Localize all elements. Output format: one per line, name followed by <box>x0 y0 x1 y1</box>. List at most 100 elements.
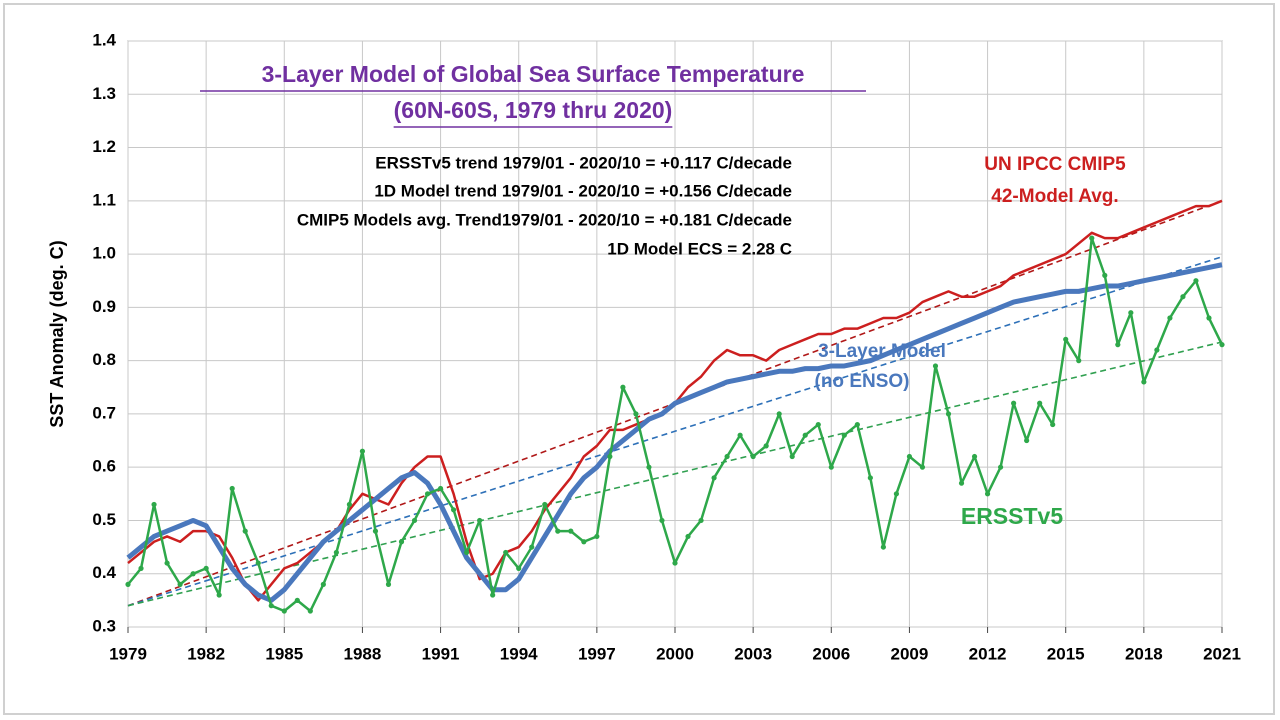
point-marker <box>229 485 235 492</box>
point-marker <box>607 453 613 460</box>
point-marker <box>385 581 392 587</box>
point-marker <box>1193 278 1199 284</box>
point-marker <box>1076 358 1082 364</box>
point-marker <box>841 432 847 438</box>
series-line <box>126 262 1223 603</box>
y-tick-label: 1.3 <box>92 84 116 103</box>
y-tick-label: 1.2 <box>92 137 116 156</box>
point-marker <box>216 592 222 598</box>
x-tick-label: 2009 <box>891 644 929 663</box>
point-marker <box>867 475 873 481</box>
point-marker <box>1180 294 1186 300</box>
annotation: 1D Model trend 1979/01 - 2020/10 = +0.15… <box>374 181 792 200</box>
point-marker <box>633 411 639 417</box>
point-marker <box>854 421 860 428</box>
point-marker <box>372 528 379 534</box>
series-label: (no ENSO) <box>815 371 910 392</box>
x-tick-label: 1979 <box>109 644 147 663</box>
point-marker <box>1037 400 1043 406</box>
point-marker <box>346 501 353 508</box>
point-marker <box>320 581 326 587</box>
point-marker <box>268 603 274 609</box>
point-marker <box>151 501 157 508</box>
series-label: 3-Layer Model <box>818 341 946 362</box>
point-marker <box>620 384 626 390</box>
point-marker <box>294 597 300 603</box>
point-marker <box>1024 437 1030 444</box>
y-tick-label: 0.7 <box>92 403 116 422</box>
point-marker <box>945 411 952 417</box>
series-label: UN IPCC CMIP5 <box>984 154 1126 175</box>
point-marker <box>203 565 209 572</box>
point-marker <box>307 608 313 614</box>
y-axis-label: SST Anomaly (deg. C) <box>47 240 67 427</box>
point-marker <box>333 549 339 556</box>
point-marker <box>1219 342 1225 348</box>
y-tick-label: 0.6 <box>92 457 116 476</box>
y-tick-label: 1.4 <box>92 30 116 49</box>
point-marker <box>711 475 717 481</box>
x-tick-label: 2000 <box>656 644 694 663</box>
point-marker <box>529 544 535 550</box>
point-marker <box>1141 379 1147 385</box>
point-marker <box>724 453 730 460</box>
point-marker <box>1115 342 1121 348</box>
point-marker <box>516 565 522 572</box>
point-marker <box>906 453 913 460</box>
point-marker <box>646 464 652 470</box>
x-tick-label: 1988 <box>344 644 382 663</box>
x-tick-label: 1994 <box>500 644 538 663</box>
point-marker <box>477 517 483 524</box>
point-marker <box>971 453 978 460</box>
annotation: ERSSTv5 trend 1979/01 - 2020/10 = +0.117… <box>375 153 792 172</box>
point-marker <box>242 528 248 534</box>
point-marker <box>359 448 366 454</box>
point-marker <box>958 480 965 486</box>
point-marker <box>776 411 782 417</box>
trend-line <box>127 255 1223 607</box>
point-marker <box>1011 400 1017 406</box>
point-marker <box>1154 347 1160 353</box>
point-marker <box>542 501 548 508</box>
y-tick-label: 0.4 <box>92 563 116 582</box>
point-marker <box>685 533 691 540</box>
point-marker <box>828 464 834 470</box>
point-marker <box>893 491 900 497</box>
point-marker <box>984 491 991 497</box>
x-tick-label: 2012 <box>969 644 1007 663</box>
series-label: 42-Model Avg. <box>991 186 1118 207</box>
point-marker <box>1089 235 1095 241</box>
point-marker <box>555 528 561 534</box>
point-marker <box>1167 315 1173 321</box>
point-marker <box>698 517 704 524</box>
point-marker <box>138 565 144 572</box>
x-tick-label: 2021 <box>1203 644 1241 663</box>
point-marker <box>750 453 756 460</box>
point-marker <box>737 432 743 438</box>
annotation: 1D Model ECS = 2.28 C <box>607 239 792 258</box>
chart-title: 3-Layer Model of Global Sea Surface Temp… <box>262 61 805 87</box>
series-label: ERSSTv5 <box>961 503 1063 529</box>
x-tick-label: 2015 <box>1047 644 1085 663</box>
point-marker <box>177 581 183 587</box>
point-marker <box>503 549 509 556</box>
annotation: CMIP5 Models avg. Trend1979/01 - 2020/10… <box>297 210 792 229</box>
point-marker <box>815 421 821 428</box>
point-marker <box>763 443 769 449</box>
point-marker <box>594 533 600 540</box>
x-tick-label: 2003 <box>734 644 772 663</box>
trend-line <box>127 341 1223 607</box>
point-marker <box>1063 336 1069 342</box>
point-marker <box>255 560 261 566</box>
y-tick-label: 1.1 <box>92 190 116 209</box>
x-tick-label: 1982 <box>187 644 225 663</box>
y-tick-label: 1.0 <box>92 244 116 263</box>
point-marker <box>464 549 470 556</box>
x-tick-label: 1985 <box>265 644 303 663</box>
point-marker <box>125 581 131 587</box>
point-marker <box>437 485 444 492</box>
x-tick-label: 2018 <box>1125 644 1163 663</box>
point-marker <box>450 507 457 513</box>
point-marker <box>1128 310 1134 316</box>
